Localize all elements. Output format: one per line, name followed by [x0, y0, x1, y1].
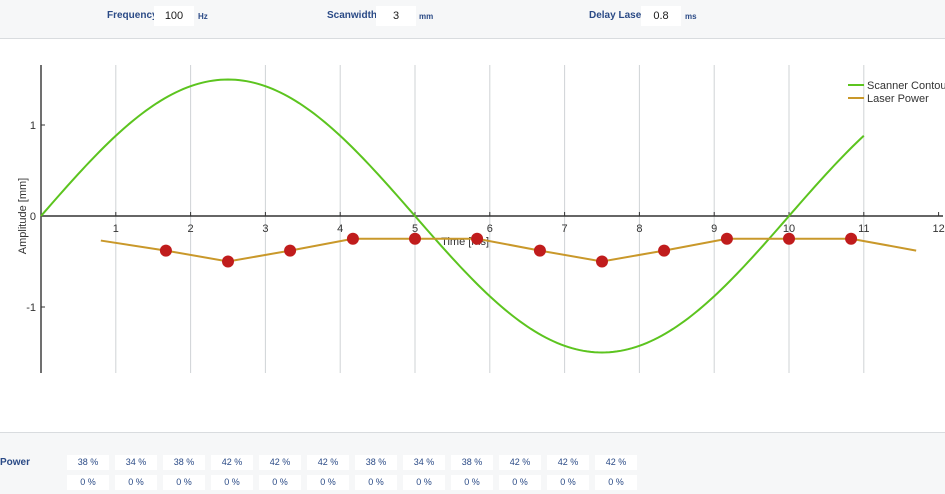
x-tick-label-6: 6: [487, 223, 493, 235]
power-cell-6[interactable]: 42 %: [307, 455, 349, 470]
delay-laser-label: Delay Laser: [589, 10, 646, 21]
x-tick-label-8: 8: [636, 223, 642, 235]
power-cell-9[interactable]: 38 %: [451, 455, 493, 470]
scanwidth-input[interactable]: 3: [376, 6, 416, 26]
x-tick-label-2: 2: [188, 223, 194, 235]
delay-cell-6[interactable]: 0 %: [307, 475, 349, 490]
frequency-unit: Hz: [198, 12, 208, 21]
delay-cell-11[interactable]: 0 %: [547, 475, 589, 490]
laser-power-point-3: [284, 244, 297, 257]
power-cell-2[interactable]: 34 %: [115, 455, 157, 470]
power-cell-5[interactable]: 42 %: [259, 455, 301, 470]
delay-cell-3[interactable]: 0 %: [163, 475, 205, 490]
delay-cell-9[interactable]: 0 %: [451, 475, 493, 490]
scanwidth-unit: mm: [419, 12, 434, 21]
laser-power-point-11: [783, 232, 795, 245]
frequency-label: Frequency: [107, 10, 158, 21]
x-tick-label-5: 5: [412, 223, 418, 235]
power-table: Power 38 % 34 % 38 % 42 % 42 % 42 % 38 % 34 % 38…: [0, 432, 945, 494]
y-axis-title: Amplitude [mm]: [17, 178, 29, 254]
delay-cell-2[interactable]: 0 %: [115, 475, 157, 490]
series-group: [40, 78, 917, 354]
power-cell-3[interactable]: 38 %: [163, 455, 205, 470]
power-cell-10[interactable]: 42 %: [499, 455, 541, 470]
y-tick-label--1: -1: [26, 302, 36, 314]
x-tick-label-1: 1: [113, 223, 119, 235]
laser-power-point-4: [346, 232, 359, 245]
laser-power-point-10: [720, 232, 733, 245]
laser-power-point-6: [471, 232, 484, 245]
power-row-label: Power: [0, 457, 31, 468]
legend-entry-2: Laser Power: [867, 93, 929, 105]
series-laser-power: [100, 237, 917, 263]
gridlines: [115, 65, 865, 373]
laser-power-point-7: [533, 244, 546, 257]
axes: [40, 65, 943, 373]
delay-laser-unit: ms: [685, 12, 697, 21]
power-cell-11[interactable]: 42 %: [547, 455, 589, 470]
x-tick-label-4: 4: [337, 223, 343, 235]
power-cell-7[interactable]: 38 %: [355, 455, 397, 470]
x-tick-label-12: 12: [932, 223, 944, 235]
x-tick-label-11: 11: [858, 223, 869, 235]
laser-power-point-1: [159, 244, 172, 257]
x-tick-label-7: 7: [562, 223, 568, 235]
x-tick-label-10: 10: [783, 223, 795, 235]
delay-cell-5[interactable]: 0 %: [259, 475, 301, 490]
parameter-bar: Frequency 100 Hz Scanwidth 3 mm Delay La…: [0, 0, 945, 39]
laser-power-point-12: [845, 232, 858, 245]
y-tick-label-1: 1: [30, 120, 36, 132]
laser-power-point-2: [222, 255, 234, 268]
chart-area: 1 2 3 4 5 6 7 8 9 10 11 12 1 0 -1 Amplitude [mm] Time [m…: [0, 39, 945, 432]
laser-power-point-5: [409, 232, 421, 245]
series-scanner-contour: [40, 78, 865, 354]
delay-cell-12[interactable]: 0 %: [595, 475, 637, 490]
delay-cell-4[interactable]: 0 %: [211, 475, 253, 490]
power-cell-8[interactable]: 34 %: [403, 455, 445, 470]
laser-power-point-9: [658, 244, 671, 257]
delay-laser-input[interactable]: 0.8: [641, 6, 681, 26]
legend-entry-1: Scanner Contour: [867, 80, 945, 92]
delay-cell-8[interactable]: 0 %: [403, 475, 445, 490]
x-tick-label-3: 3: [262, 223, 268, 235]
power-cell-12[interactable]: 42 %: [595, 455, 637, 470]
power-cell-1[interactable]: 38 %: [67, 455, 109, 470]
y-tick-label-0: 0: [30, 211, 36, 223]
frequency-input[interactable]: 100: [154, 6, 194, 26]
delay-cell-7[interactable]: 0 %: [355, 475, 397, 490]
laser-power-point-8: [596, 255, 608, 268]
delay-cell-1[interactable]: 0 %: [67, 475, 109, 490]
x-tick-label-9: 9: [711, 223, 717, 235]
delay-cell-10[interactable]: 0 %: [499, 475, 541, 490]
scanwidth-label: Scanwidth: [327, 10, 378, 21]
power-cell-4[interactable]: 42 %: [211, 455, 253, 470]
